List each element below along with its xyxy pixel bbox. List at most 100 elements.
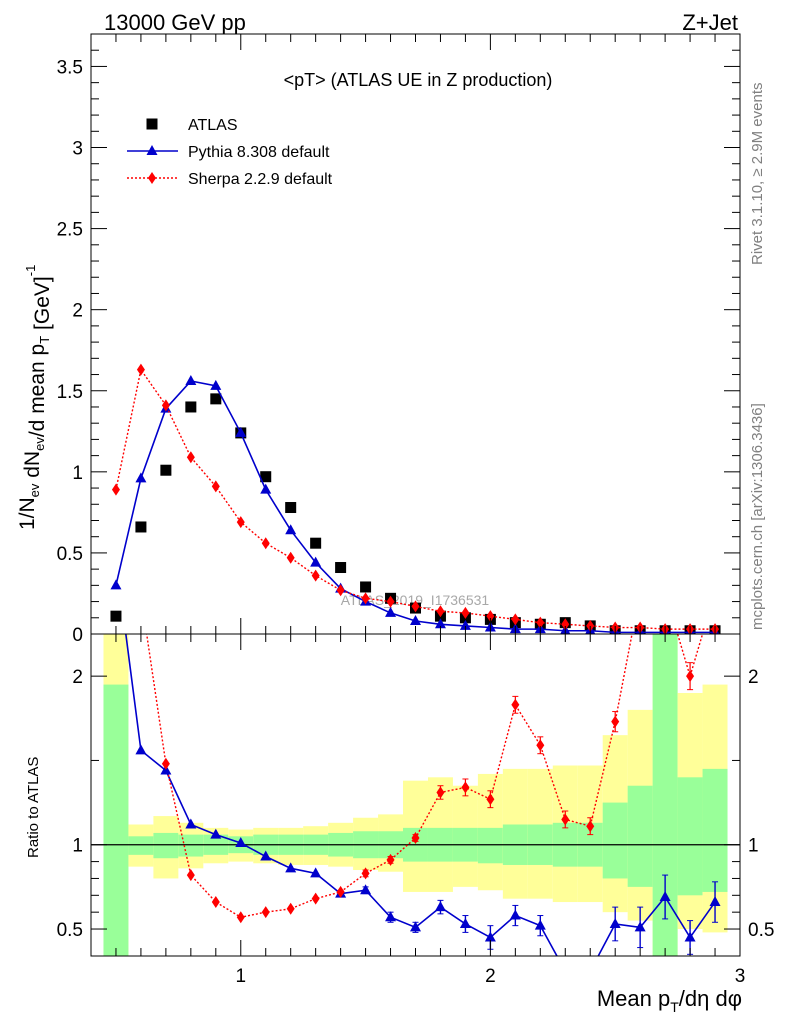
ratio-sherpa-point bbox=[311, 892, 320, 905]
ratio-sherpa-point bbox=[361, 867, 370, 880]
ratio-pythia-point bbox=[110, 552, 121, 562]
ratio-panel: 0.5 0.5 1 1 2 2 1 2 3 Ratio to ATLAS Mean pT/dη dφ bbox=[25, 552, 774, 1015]
sherpa-point bbox=[586, 619, 595, 632]
legend-atlas-label: ATLAS bbox=[188, 117, 238, 134]
uncertainty-band-inner bbox=[178, 834, 204, 857]
atlas-point bbox=[285, 502, 297, 514]
sherpa-point bbox=[436, 605, 445, 618]
ratio-pythia-point bbox=[585, 965, 596, 975]
ratio-sherpa-point bbox=[486, 793, 495, 806]
sherpa-point bbox=[311, 569, 320, 582]
ratio-sherpa-point bbox=[211, 896, 220, 909]
main-ytick-label: 1 bbox=[72, 463, 83, 484]
chart-title: <pT> (ATLAS UE in Z production) bbox=[284, 70, 553, 90]
legend: ATLAS Pythia 8.308 default Sherpa 2.2.9 de… bbox=[127, 117, 333, 188]
sherpa-point bbox=[461, 606, 470, 619]
ratio-pythia-point bbox=[560, 965, 571, 975]
atlas-point bbox=[135, 521, 147, 533]
ratio-pythia-point bbox=[609, 917, 621, 928]
sherpa-point bbox=[236, 516, 245, 529]
pythia-point bbox=[235, 426, 247, 437]
uncertainty-band-inner bbox=[677, 777, 703, 896]
ratio-pythia-point bbox=[534, 919, 546, 930]
uncertainty-band-inner bbox=[627, 785, 653, 887]
ratio-ytick-label: 1 bbox=[72, 836, 83, 857]
ratio-pythia-point bbox=[360, 884, 372, 895]
pythia-point bbox=[285, 524, 297, 535]
sherpa-point bbox=[511, 613, 520, 626]
main-panel: ATLAS_2019_I1736531 <pT> (ATLAS UE in Z p… bbox=[16, 33, 741, 646]
sherpa-point bbox=[286, 551, 295, 564]
legend-sherpa-label: Sherpa 2.2.9 default bbox=[188, 171, 333, 188]
ratio-sherpa-point bbox=[436, 786, 445, 799]
uncertainty-band-inner bbox=[602, 802, 628, 879]
header-process-label: Z+Jet bbox=[682, 10, 738, 35]
sherpa-point bbox=[411, 600, 420, 613]
ratio-pythia-point bbox=[285, 862, 297, 873]
ratio-pythia-point bbox=[434, 901, 446, 912]
sherpa-point bbox=[361, 592, 370, 605]
ratio-xtick-label: 1 bbox=[235, 966, 246, 987]
atlas-point bbox=[335, 562, 347, 574]
ratio-pythia-point bbox=[410, 921, 421, 932]
ratio-pythia-point bbox=[310, 867, 322, 878]
ratio-ylabel: Ratio to ATLAS bbox=[25, 757, 42, 858]
ratio-sherpa-point bbox=[137, 589, 145, 601]
main-ytick-label: 0 bbox=[72, 625, 83, 646]
main-ylabel: 1/Nev dNev/d mean pT [GeV]-1 bbox=[16, 265, 54, 530]
ratio-sherpa-point bbox=[711, 586, 719, 598]
sherpa-point bbox=[536, 616, 545, 629]
pythia-point bbox=[310, 556, 322, 567]
pythia-point bbox=[459, 619, 471, 630]
ratio-pythia-point bbox=[484, 931, 496, 942]
atlas-point bbox=[110, 610, 122, 622]
ratio-pythia-point bbox=[634, 921, 646, 932]
ratio-pythia-point bbox=[684, 931, 696, 942]
ratio-sherpa-point bbox=[236, 911, 245, 924]
pythia-point bbox=[210, 379, 222, 390]
atlas-point bbox=[185, 401, 197, 413]
sherpa-point bbox=[561, 618, 570, 631]
atlas-point bbox=[360, 581, 372, 593]
ratio-pythia-point bbox=[235, 837, 247, 848]
ratio-pythia-point bbox=[509, 909, 521, 920]
ratio-sherpa-point bbox=[611, 715, 620, 728]
atlas-point bbox=[310, 537, 322, 549]
ratio-ytick-label-right: 2 bbox=[748, 667, 759, 688]
pythia-point bbox=[135, 472, 147, 483]
pythia-point bbox=[110, 579, 122, 590]
pythia-point bbox=[410, 615, 421, 626]
ratio-ytick-label-right: 1 bbox=[748, 836, 759, 857]
ratio-pythia-point bbox=[135, 744, 147, 755]
ratio-xtick-label: 2 bbox=[485, 966, 496, 987]
uncertainty-band-inner bbox=[128, 836, 154, 855]
uncertainty-band-inner bbox=[652, 634, 678, 956]
ratio-xtick-label: 3 bbox=[735, 966, 746, 987]
ratio-pythia-point bbox=[385, 911, 397, 922]
uncertainty-band-inner bbox=[702, 768, 728, 892]
main-ytick-label: 0.5 bbox=[57, 544, 83, 565]
ratio-sherpa-point bbox=[161, 757, 170, 770]
ratio-ytick-label: 0.5 bbox=[57, 920, 83, 941]
legend-sherpa-marker bbox=[148, 172, 156, 184]
ratio-sherpa-point bbox=[661, 586, 669, 598]
ratio-sherpa-point bbox=[461, 781, 470, 794]
sherpa-line bbox=[115, 367, 716, 630]
mcplots-note: mcplots.cern.ch [arXiv:1306.3436] bbox=[749, 403, 766, 630]
main-ytick-label: 2 bbox=[72, 301, 83, 322]
atlas-point bbox=[260, 471, 272, 483]
sherpa-point bbox=[211, 480, 220, 493]
ratio-sherpa-point bbox=[386, 853, 395, 866]
ratio-sherpa-point bbox=[686, 670, 695, 683]
ratio-pythia-point bbox=[260, 850, 272, 861]
pythia-point bbox=[385, 606, 397, 617]
ratio-sherpa-point bbox=[536, 739, 545, 752]
sherpa-point bbox=[136, 363, 145, 376]
pythia-point bbox=[185, 375, 197, 386]
ratio-sherpa-point bbox=[636, 586, 644, 598]
main-ytick-label: 1.5 bbox=[57, 382, 83, 403]
ratio-sherpa-point bbox=[561, 813, 570, 826]
sherpa-point bbox=[486, 610, 495, 623]
atlas-point bbox=[160, 464, 172, 476]
